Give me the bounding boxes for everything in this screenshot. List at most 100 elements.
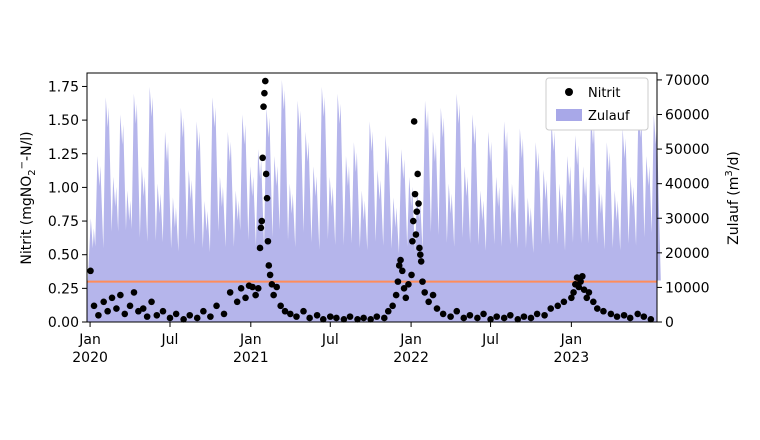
- nitrit-point: [172, 310, 180, 318]
- right-y-tick-label: 60000: [665, 108, 710, 124]
- nitrit-point: [607, 310, 615, 318]
- nitrit-point: [242, 294, 249, 302]
- nitrit-point: [354, 316, 361, 323]
- nitrit-point: [487, 316, 494, 323]
- left-y-label-rest: -N/l): [19, 131, 35, 161]
- plot-area: [87, 77, 661, 323]
- right-y-tick-label: 70000: [665, 73, 710, 89]
- nitrit-point: [108, 294, 116, 302]
- left-y-label-sub: 2: [27, 169, 38, 175]
- nitrit-point: [143, 313, 151, 320]
- nitrit-points: [87, 77, 655, 323]
- nitrit-point: [281, 307, 289, 315]
- nitrit-point: [500, 314, 508, 322]
- x-tick-year-label: 2021: [233, 350, 269, 366]
- nitrit-point: [409, 217, 417, 225]
- nitrit-point: [258, 217, 266, 225]
- nitrit-point: [410, 118, 418, 125]
- right-y-label-main: Zulauf (m: [726, 177, 742, 245]
- nitrit-point: [159, 307, 167, 315]
- nitrit-point: [249, 283, 256, 291]
- left-y-tick-label: 1.00: [48, 180, 79, 196]
- nitrit-point: [547, 305, 555, 312]
- nitrit-point: [411, 190, 419, 198]
- left-y-tick-label: 1.50: [48, 113, 79, 129]
- nitrit-point: [100, 298, 107, 306]
- nitrit-point: [326, 313, 334, 320]
- nitrit-point: [447, 313, 454, 320]
- nitrit-point: [570, 289, 577, 296]
- nitrit-point: [259, 154, 266, 162]
- nitrit-point: [237, 285, 245, 292]
- nitrit-point: [346, 313, 354, 320]
- nitrit-point: [640, 313, 648, 320]
- nitrit-point: [507, 311, 514, 319]
- legend-zulauf-label: Zulauf: [588, 109, 630, 124]
- nitrit-point: [590, 298, 597, 306]
- x-tick-label: Jan: [399, 332, 422, 348]
- x-tick-year-label: 2022: [393, 350, 429, 366]
- right-y-tick-label: 20000: [665, 246, 710, 262]
- nitrit-point: [340, 316, 348, 323]
- nitrit-point: [265, 262, 273, 269]
- nitrit-point: [620, 311, 628, 319]
- nitrit-point: [414, 170, 421, 178]
- nitrit-point: [412, 231, 420, 238]
- nitrit-point: [252, 291, 259, 299]
- nitrit-point: [585, 289, 593, 296]
- nitrit-point: [409, 237, 416, 245]
- nitrit-point: [453, 307, 461, 315]
- x-tick-label: Jan: [78, 332, 101, 348]
- nitrit-point: [389, 302, 396, 310]
- nitrit-point: [113, 305, 120, 312]
- left-y-tick-label: 0.50: [48, 248, 79, 264]
- nitrit-point: [266, 271, 274, 279]
- nitrit-point: [226, 289, 234, 296]
- nitrit-point: [493, 313, 501, 320]
- nitrit-point: [367, 316, 374, 323]
- nitrit-point: [460, 314, 468, 322]
- nitrit-point: [579, 272, 586, 280]
- nitrit-point: [207, 313, 214, 320]
- nitrit-point: [514, 316, 522, 323]
- nitrit-point: [319, 316, 327, 323]
- nitrit-point: [419, 278, 426, 285]
- nitrit-point: [413, 208, 421, 215]
- nitrit-point: [568, 294, 575, 302]
- nitrit-point: [254, 285, 262, 292]
- nitrit-point: [480, 310, 487, 318]
- nitrit-point: [399, 267, 406, 275]
- nitrit-point: [262, 170, 270, 178]
- right-y-tick-label: 30000: [665, 211, 710, 227]
- nitrit-point: [580, 286, 588, 293]
- nitrit-point: [213, 302, 220, 310]
- left-y-label-sup: −: [17, 161, 28, 169]
- nitrit-point: [397, 256, 404, 264]
- nitrit-point: [293, 313, 300, 320]
- nitrit-point: [186, 311, 194, 319]
- nitrit-point: [117, 291, 124, 299]
- nitrit-point: [139, 305, 147, 312]
- right-y-tick-label: 40000: [665, 177, 710, 193]
- nitrit-point: [277, 302, 284, 310]
- nitrit-point: [392, 291, 400, 299]
- zulauf-area: [87, 79, 661, 323]
- nitrit-point: [135, 307, 142, 315]
- right-y-ticks: 0 10000 20000 30000 40000 50000 60000 70000: [657, 73, 710, 331]
- nitrit-point: [613, 313, 621, 320]
- x-tick-label: Jul: [161, 332, 179, 348]
- legend-zulauf-marker: [556, 109, 582, 121]
- x-tick-year-label: 2020: [72, 350, 108, 366]
- nitrit-point: [300, 307, 307, 315]
- nitrit-point: [180, 316, 187, 323]
- nitrit-point: [575, 283, 583, 291]
- nitrit-point: [439, 310, 447, 318]
- nitrit-point: [433, 305, 441, 312]
- nitrit-point: [148, 298, 155, 306]
- nitrit-point: [415, 200, 422, 207]
- nitrit-point: [270, 291, 277, 299]
- nitrit-point: [527, 314, 535, 322]
- nitrit-point: [256, 244, 264, 252]
- nitrit-point: [421, 289, 428, 296]
